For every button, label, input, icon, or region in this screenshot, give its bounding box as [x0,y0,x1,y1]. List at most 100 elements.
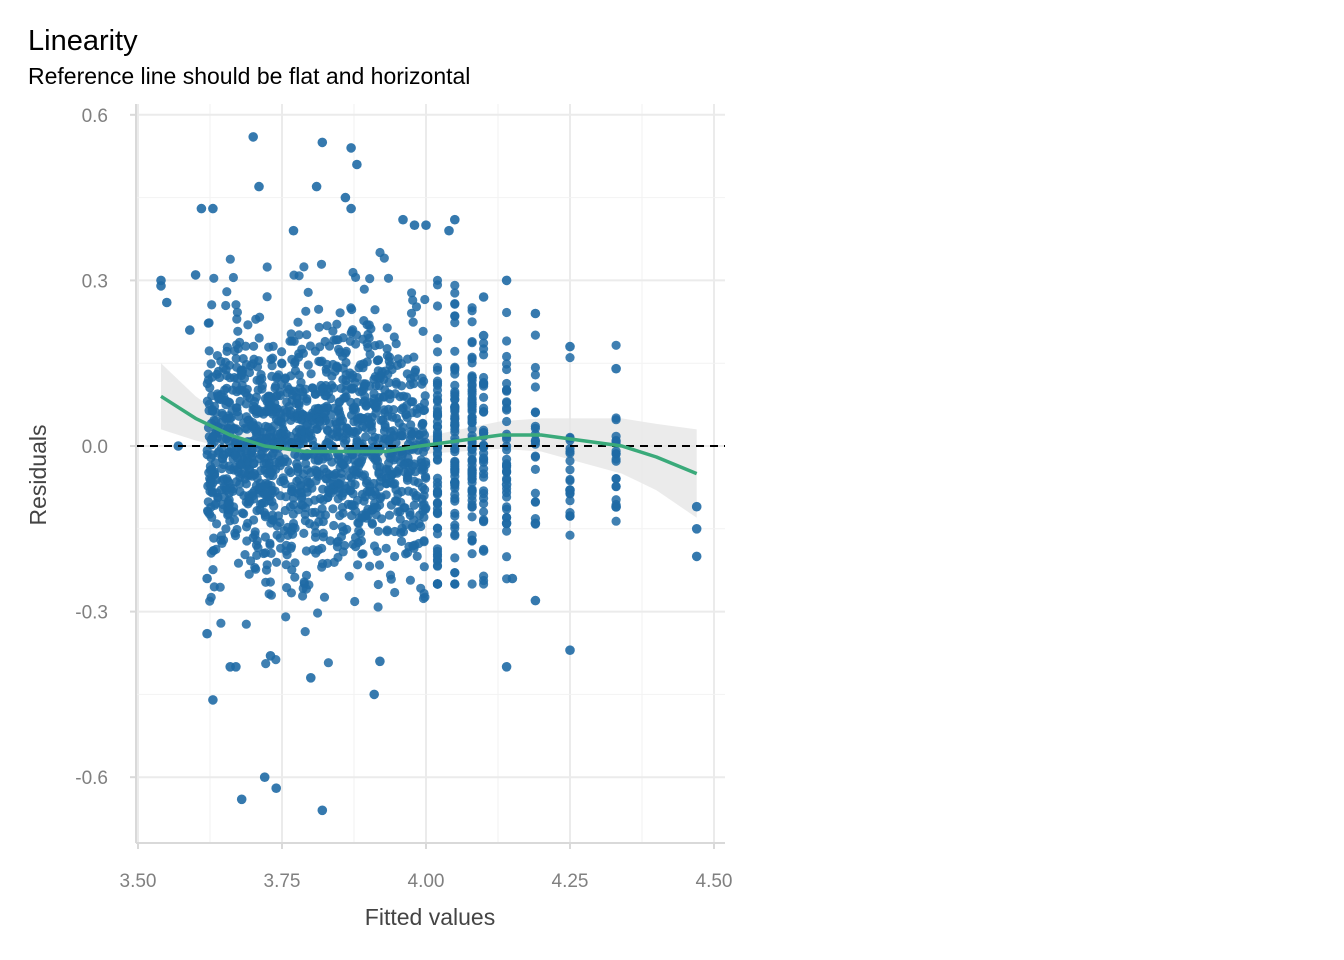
scatter-point [398,391,409,401]
scatter-point [262,292,272,302]
scatter-point [228,272,238,283]
scatter-point [565,645,575,655]
scatter-point [244,569,254,579]
scatter-point [222,474,232,484]
scatter-point [302,475,312,485]
scatter-point [239,509,249,519]
scatter-point [243,320,253,330]
scatter-point [299,528,309,539]
scatter-point [216,356,226,366]
scatter-point [393,354,403,364]
scatter-point [395,514,405,524]
scatter-point [419,512,429,522]
scatter-point [350,506,361,516]
scatter-point [265,540,275,550]
scatter-point [318,528,328,538]
scatter-point [267,361,277,371]
scatter-point [530,518,541,529]
scatter-point [241,479,251,489]
scatter-point [502,467,512,477]
scatter-point [450,447,460,457]
scatter-point [344,571,354,581]
scatter-point [225,413,235,423]
scatter-point [611,474,621,484]
scatter-point [203,318,213,328]
scatter-point [264,461,274,471]
scatter-point [190,270,201,280]
scatter-point [418,593,429,604]
scatter-point [390,526,400,537]
scatter-point [390,587,400,598]
scatter-point [223,504,233,514]
scatter-point [314,517,324,527]
scatter-point [419,491,429,501]
scatter-point [450,346,460,356]
scatter-point [333,478,343,488]
scatter-point [219,450,229,460]
scatter-point [333,335,343,345]
scatter-point [611,340,621,350]
scatter-point [363,329,373,340]
scatter-point [479,517,489,527]
scatter-point [391,453,401,463]
scatter-point [280,479,290,489]
scatter-point [373,602,383,612]
scatter-point [318,484,328,494]
scatter-point [231,354,241,364]
scatter-point [312,466,322,476]
scatter-point [432,487,443,497]
scatter-point [353,518,363,528]
scatter-point [502,526,512,536]
scatter-point [288,225,299,236]
scatter-point [371,408,381,418]
scatter-point [328,504,338,514]
scatter-point [268,515,278,526]
scatter-point [319,592,330,602]
scatter-point [356,528,366,538]
scatter-point [432,334,443,344]
scatter-point [261,659,271,669]
scatter-point [254,333,264,343]
scatter-point [286,329,296,339]
scatter-point [240,550,250,560]
scatter-point [355,360,366,370]
scatter-point [284,384,294,394]
scatter-point [240,388,251,398]
scatter-point [530,362,541,373]
scatter-point [267,371,277,381]
scatter-point [402,548,413,558]
scatter-point [405,575,415,585]
scatter-point [401,409,411,420]
scatter-point [377,472,387,482]
scatter-point [338,459,348,469]
scatter-point [232,387,242,397]
scatter-point [220,385,230,395]
scatter-point [353,425,363,435]
scatter-point [243,518,253,528]
scatter-point [329,470,339,480]
scatter-point [421,473,431,483]
scatter-point [530,421,541,431]
scatter-point [242,536,252,546]
scatter-point [258,482,268,492]
scatter-point [277,418,287,428]
scatter-point [611,446,621,456]
scatter-point [450,318,460,328]
scatter-point [301,584,311,594]
scatter-point [467,402,477,412]
scatter-point [409,220,420,230]
scatter-point [479,379,489,389]
scatter-point [361,432,371,442]
scatter-point [202,396,212,406]
scatter-point [382,465,392,476]
scatter-point [388,426,398,436]
scatter-point [502,351,512,362]
scatter-point [293,317,303,327]
scatter-point [359,496,369,506]
scatter-point [205,383,215,393]
scatter-point [478,330,489,341]
scatter-point [432,499,443,509]
scatter-point [268,353,278,363]
scatter-point [237,453,247,463]
scatter-point [317,137,328,148]
